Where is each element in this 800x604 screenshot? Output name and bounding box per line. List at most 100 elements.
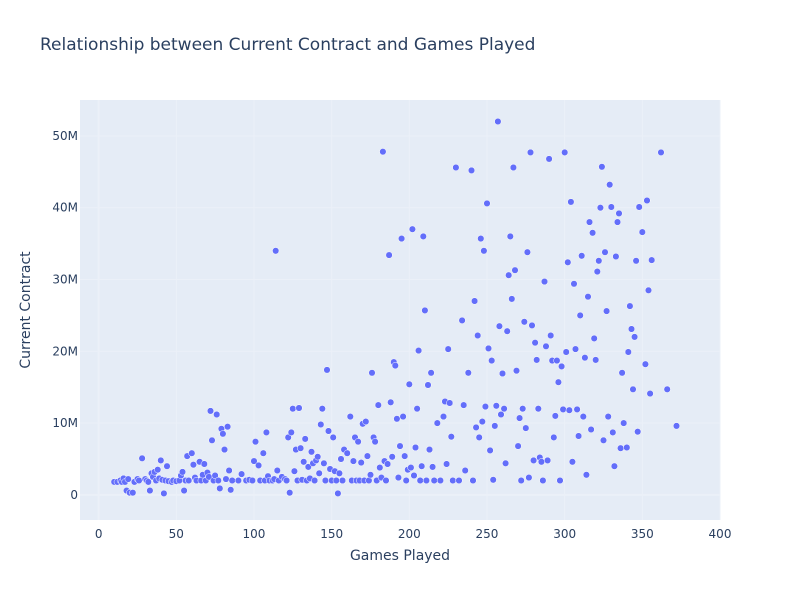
scatter-point[interactable]: [427, 369, 435, 377]
scatter-point[interactable]: [447, 433, 455, 441]
scatter-point[interactable]: [514, 442, 522, 450]
scatter-point[interactable]: [304, 463, 312, 471]
scatter-point[interactable]: [579, 413, 587, 421]
scatter-point[interactable]: [311, 476, 319, 485]
scatter-point[interactable]: [506, 232, 514, 240]
scatter-point[interactable]: [144, 478, 152, 486]
scatter-point[interactable]: [213, 410, 221, 419]
scatter-point[interactable]: [286, 489, 294, 497]
scatter-point[interactable]: [391, 362, 399, 370]
scatter-point[interactable]: [593, 268, 601, 276]
scatter-point[interactable]: [334, 489, 342, 497]
scatter-point[interactable]: [561, 148, 569, 156]
scatter-point[interactable]: [467, 166, 476, 174]
scatter-point[interactable]: [520, 318, 528, 326]
scatter-point[interactable]: [629, 385, 637, 393]
scatter-point[interactable]: [575, 432, 583, 440]
scatter-point[interactable]: [287, 428, 295, 436]
scatter-point[interactable]: [592, 356, 600, 364]
scatter-point[interactable]: [376, 464, 384, 472]
scatter-point[interactable]: [138, 454, 146, 462]
scatter-point[interactable]: [626, 302, 634, 310]
scatter-point[interactable]: [484, 344, 493, 352]
scatter-point[interactable]: [505, 271, 513, 279]
scatter-point[interactable]: [211, 471, 219, 480]
scatter-point[interactable]: [146, 487, 154, 495]
scatter-point[interactable]: [570, 280, 578, 288]
scatter-point[interactable]: [495, 322, 503, 330]
scatter-point[interactable]: [497, 410, 505, 419]
scatter-point[interactable]: [408, 225, 416, 233]
scatter-point[interactable]: [464, 369, 472, 377]
scatter-point[interactable]: [216, 484, 224, 492]
scatter-point[interactable]: [525, 474, 533, 482]
scatter-point[interactable]: [354, 438, 362, 446]
scatter-point[interactable]: [335, 469, 343, 477]
scatter-point[interactable]: [398, 235, 406, 243]
scatter-point[interactable]: [603, 307, 611, 315]
scatter-point[interactable]: [418, 462, 426, 470]
scatter-point[interactable]: [483, 199, 491, 207]
scatter-point[interactable]: [644, 286, 653, 294]
scatter-point[interactable]: [343, 449, 351, 457]
scatter-point[interactable]: [508, 295, 516, 303]
scatter-point[interactable]: [154, 466, 162, 474]
scatter-point[interactable]: [401, 452, 409, 460]
scatter-point[interactable]: [595, 257, 603, 265]
scatter-point[interactable]: [124, 475, 132, 483]
scatter-point[interactable]: [307, 448, 316, 456]
scatter-point[interactable]: [402, 476, 410, 485]
scatter-point[interactable]: [251, 438, 260, 446]
scatter-point[interactable]: [534, 405, 542, 413]
scatter-point[interactable]: [393, 415, 401, 423]
scatter-point[interactable]: [180, 487, 188, 495]
scatter-point[interactable]: [273, 466, 281, 475]
scatter-point[interactable]: [635, 203, 643, 211]
scatter-point[interactable]: [475, 433, 483, 441]
scatter-point[interactable]: [396, 442, 404, 450]
scatter-point[interactable]: [220, 446, 229, 454]
scatter-point[interactable]: [481, 403, 489, 411]
scatter-point[interactable]: [188, 449, 196, 457]
scatter-point[interactable]: [324, 427, 333, 435]
scatter-point[interactable]: [544, 456, 552, 464]
scatter-point[interactable]: [576, 311, 584, 319]
scatter-point[interactable]: [480, 247, 488, 255]
scatter-point[interactable]: [627, 325, 636, 333]
scatter-point[interactable]: [489, 476, 497, 484]
scatter-point[interactable]: [443, 460, 451, 468]
scatter-point[interactable]: [596, 204, 604, 212]
scatter-point[interactable]: [259, 449, 267, 457]
scatter-point[interactable]: [631, 333, 639, 341]
scatter-point[interactable]: [349, 457, 357, 465]
scatter-point[interactable]: [469, 476, 477, 485]
scatter-point[interactable]: [248, 476, 256, 485]
scatter-point[interactable]: [573, 405, 581, 413]
scatter-point[interactable]: [530, 456, 538, 464]
scatter-point[interactable]: [617, 444, 625, 452]
scatter-point[interactable]: [222, 475, 230, 483]
scatter-point[interactable]: [609, 428, 617, 436]
scatter-point[interactable]: [556, 476, 564, 485]
scatter-point[interactable]: [410, 471, 418, 480]
scatter-point[interactable]: [461, 466, 469, 475]
scatter-point[interactable]: [446, 399, 454, 407]
scatter-point[interactable]: [492, 402, 500, 410]
scatter-point[interactable]: [421, 306, 429, 314]
scatter-point[interactable]: [559, 405, 567, 413]
scatter-point[interactable]: [433, 419, 441, 427]
scatter-point[interactable]: [494, 117, 502, 126]
scatter-point[interactable]: [234, 476, 242, 485]
scatter-point[interactable]: [314, 453, 322, 461]
scatter-point[interactable]: [460, 401, 468, 409]
scatter-point[interactable]: [388, 453, 396, 461]
scatter-point[interactable]: [399, 413, 407, 421]
scatter-point[interactable]: [589, 229, 597, 237]
scatter-point[interactable]: [568, 458, 576, 466]
scatter-point[interactable]: [615, 209, 623, 217]
scatter-point[interactable]: [581, 354, 589, 362]
scatter-point[interactable]: [567, 198, 575, 206]
scatter-point[interactable]: [657, 148, 665, 156]
scatter-point[interactable]: [272, 247, 280, 255]
scatter-point[interactable]: [502, 459, 510, 467]
